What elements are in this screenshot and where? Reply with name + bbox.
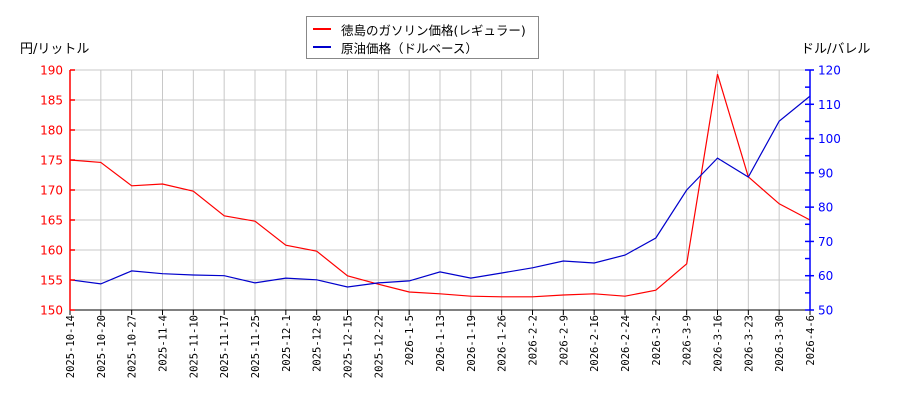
x-tick-label: 2026-3-16 [713, 315, 725, 372]
legend-swatch-blue [313, 46, 331, 48]
y-tick-label: 175 [40, 154, 63, 168]
x-tick-label: 2026-3-23 [743, 315, 755, 372]
legend-label: 徳島のガソリン価格(レギュラー) [341, 22, 526, 38]
x-tick-label: 2026-1-19 [466, 315, 478, 372]
y-tick-label: 150 [40, 304, 63, 318]
x-tick-label: 2025-11-4 [158, 315, 170, 372]
legend-label: 原油価格（ドルベース） [341, 40, 478, 56]
series-line [69, 95, 811, 288]
x-tick-label: 2025-10-14 [65, 315, 77, 378]
x-tick-label: 2025-11-25 [250, 315, 262, 378]
x-tick-label: 2026-4-6 [805, 315, 817, 366]
y-tick-label: 160 [40, 244, 63, 258]
legend-item-crude-oil: 原油価格（ドルベース） [313, 38, 478, 56]
y-tick-label: 155 [40, 274, 63, 288]
x-tick-label: 2025-12-1 [281, 315, 293, 372]
x-tick-labels: 2025-10-14 2025-10-20 2025-10-27 2025-11-4 2… [65, 315, 817, 378]
y-tick-label: 170 [40, 184, 63, 198]
x-tick-label: 2026-3-30 [774, 315, 786, 372]
x-tick-label: 2025-11-17 [219, 315, 231, 378]
x-tick-label: 2026-1-26 [497, 315, 509, 372]
x-tick-label: 2026-2-9 [558, 315, 570, 366]
y2-tick-label: 110 [818, 98, 841, 112]
x-tick-label: 2026-1-5 [404, 315, 416, 366]
y-tick-label: 185 [40, 94, 63, 108]
x-tick-label: 2025-12-8 [312, 315, 324, 372]
x-tick-label: 2026-3-2 [651, 315, 663, 366]
chart-legend: 徳島のガソリン価格(レギュラー) 原油価格（ドルベース） [306, 16, 539, 59]
x-tick-label: 2026-1-13 [435, 315, 447, 372]
data-series [69, 74, 811, 298]
x-tick-label: 2025-10-27 [127, 315, 139, 378]
y2-tick-label: 60 [818, 269, 833, 283]
x-tick-label: 2025-11-10 [188, 315, 200, 378]
y2-tick-label: 100 [818, 132, 841, 146]
x-tick-label: 2025-10-20 [96, 315, 108, 378]
x-tick-label: 2026-2-2 [528, 315, 540, 366]
x-tick-label: 2026-3-9 [682, 315, 694, 366]
y2-tick-label: 120 [818, 64, 841, 78]
x-tick-label: 2026-2-24 [620, 315, 632, 372]
y2-tick-label: 80 [818, 201, 833, 215]
legend-item-gasoline: 徳島のガソリン価格(レギュラー) [313, 20, 526, 38]
y2-tick-label: 70 [818, 235, 833, 249]
y2-tick-label: 90 [818, 166, 833, 180]
axes: 150 155 160 165 170 175 180 185 190 50 60 70 80 90 100… [40, 64, 841, 318]
x-tick-label: 2026-2-16 [589, 315, 601, 372]
legend-swatch-red [313, 28, 331, 30]
x-tick-label: 2025-12-22 [373, 315, 385, 378]
y-tick-label: 165 [40, 214, 63, 228]
y2-tick-label: 50 [818, 304, 833, 318]
series-line [69, 74, 811, 298]
x-tick-label: 2025-12-15 [343, 315, 355, 378]
left-axis-title: 円/リットル [20, 42, 90, 57]
right-axis-title: ドル/バレル [801, 42, 871, 57]
y-tick-label: 190 [40, 64, 63, 78]
grid-lines [69, 69, 811, 311]
y-tick-label: 180 [40, 124, 63, 138]
